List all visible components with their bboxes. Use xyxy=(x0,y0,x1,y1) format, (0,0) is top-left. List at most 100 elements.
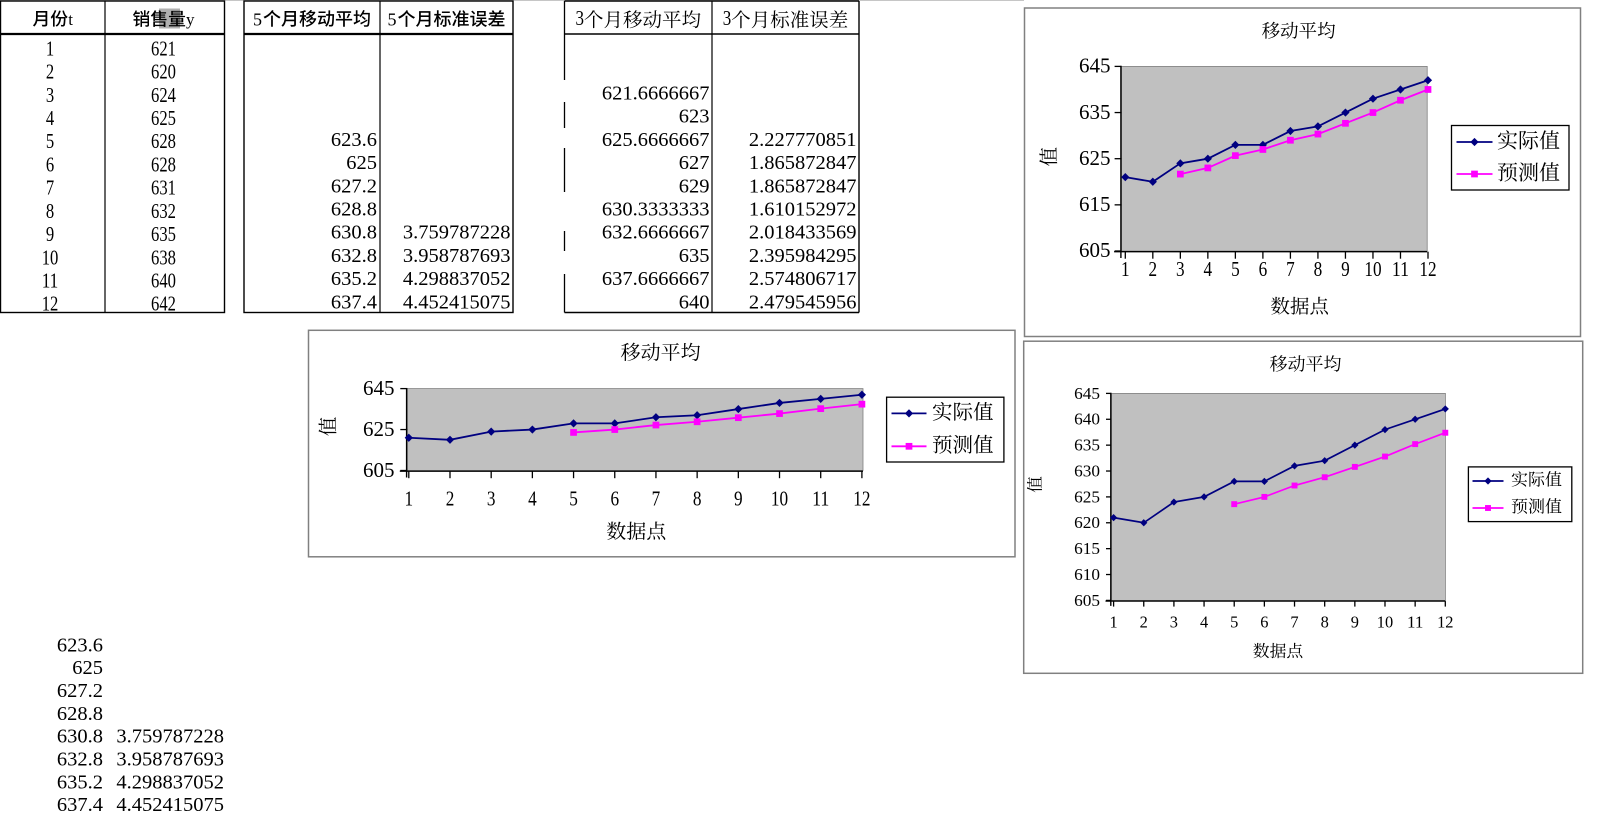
svg-text:630.8: 630.8 xyxy=(57,726,103,748)
svg-text:3: 3 xyxy=(487,487,496,511)
svg-text:635.2: 635.2 xyxy=(57,771,103,793)
svg-text:2: 2 xyxy=(446,487,455,511)
svg-text:620: 620 xyxy=(1074,513,1100,532)
svg-text:640: 640 xyxy=(151,268,176,292)
svg-text:645: 645 xyxy=(1079,54,1111,78)
svg-text:9: 9 xyxy=(46,222,54,246)
svg-text:4: 4 xyxy=(46,106,55,130)
svg-text:625: 625 xyxy=(1074,487,1100,506)
svg-text:9: 9 xyxy=(1341,257,1350,281)
svg-text:4: 4 xyxy=(1200,613,1209,632)
svg-text:635: 635 xyxy=(1074,436,1100,455)
svg-text:10: 10 xyxy=(42,245,59,269)
svg-text:3.958787693: 3.958787693 xyxy=(116,749,224,771)
svg-text:629: 629 xyxy=(679,175,710,197)
svg-text:2.479545956: 2.479545956 xyxy=(749,291,857,313)
svg-text:624: 624 xyxy=(151,83,176,107)
svg-text:3.958787693: 3.958787693 xyxy=(403,245,511,267)
svg-text:627.2: 627.2 xyxy=(57,680,103,702)
svg-text:1: 1 xyxy=(1121,257,1130,281)
svg-text:637.4: 637.4 xyxy=(57,794,103,814)
svg-text:2.395984295: 2.395984295 xyxy=(749,245,857,267)
svg-text:10: 10 xyxy=(771,487,788,511)
svg-text:1.865872847: 1.865872847 xyxy=(749,152,857,174)
svg-text:12: 12 xyxy=(1419,257,1436,281)
svg-text:3.759787228: 3.759787228 xyxy=(403,222,511,244)
svg-text:1: 1 xyxy=(1110,613,1118,632)
svg-text:11: 11 xyxy=(1392,257,1409,281)
svg-text:12: 12 xyxy=(1437,613,1453,632)
svg-text:640: 640 xyxy=(679,291,710,313)
svg-text:627: 627 xyxy=(679,152,710,174)
svg-text:5: 5 xyxy=(46,129,54,153)
svg-text:635: 635 xyxy=(1079,100,1111,124)
svg-text:635: 635 xyxy=(679,245,710,267)
svg-text:615: 615 xyxy=(1079,192,1111,216)
svg-text:9: 9 xyxy=(1351,613,1359,632)
svg-text:3.759787228: 3.759787228 xyxy=(116,726,224,748)
svg-text:5: 5 xyxy=(253,9,262,29)
svg-text:4.298837052: 4.298837052 xyxy=(116,771,224,793)
svg-text:621: 621 xyxy=(151,36,176,60)
svg-text:628: 628 xyxy=(151,152,176,176)
svg-text:637.6666667: 637.6666667 xyxy=(602,268,710,290)
svg-text:t: t xyxy=(68,10,73,29)
svg-text:2: 2 xyxy=(1149,257,1158,281)
svg-text:625: 625 xyxy=(151,106,176,130)
svg-text:615: 615 xyxy=(1074,539,1100,558)
svg-text:2.018433569: 2.018433569 xyxy=(749,222,857,244)
svg-text:8: 8 xyxy=(1321,613,1329,632)
svg-text:4.298837052: 4.298837052 xyxy=(403,268,511,290)
svg-text:620: 620 xyxy=(151,60,176,84)
svg-text:11: 11 xyxy=(812,487,829,511)
svg-text:7: 7 xyxy=(46,176,54,200)
svg-text:5: 5 xyxy=(387,9,396,29)
svg-text:645: 645 xyxy=(363,376,395,400)
svg-text:8: 8 xyxy=(46,199,54,223)
svg-text:1.865872847: 1.865872847 xyxy=(749,175,857,197)
svg-text:632.8: 632.8 xyxy=(331,245,377,267)
svg-text:640: 640 xyxy=(1074,410,1100,429)
svg-text:2.574806717: 2.574806717 xyxy=(749,268,857,290)
svg-text:605: 605 xyxy=(363,458,395,482)
svg-text:605: 605 xyxy=(1079,238,1111,262)
svg-text:1: 1 xyxy=(405,487,414,511)
svg-text:632: 632 xyxy=(151,199,176,223)
svg-text:4: 4 xyxy=(528,487,537,511)
svg-text:631: 631 xyxy=(151,176,176,200)
svg-text:642: 642 xyxy=(151,292,176,316)
svg-text:630.8: 630.8 xyxy=(331,222,377,244)
svg-text:2.227770851: 2.227770851 xyxy=(749,129,857,151)
svg-text:4.452415075: 4.452415075 xyxy=(116,794,224,814)
svg-text:638: 638 xyxy=(151,245,176,269)
svg-text:605: 605 xyxy=(1074,591,1100,610)
svg-text:11: 11 xyxy=(1407,613,1423,632)
svg-text:632.8: 632.8 xyxy=(57,749,103,771)
svg-text:6: 6 xyxy=(46,152,54,176)
svg-text:10: 10 xyxy=(1377,613,1393,632)
svg-text:645: 645 xyxy=(1074,384,1100,403)
svg-text:5: 5 xyxy=(1230,613,1238,632)
svg-text:610: 610 xyxy=(1074,565,1100,584)
svg-text:6: 6 xyxy=(1260,613,1269,632)
svg-text:3: 3 xyxy=(723,6,732,30)
svg-text:623.6: 623.6 xyxy=(331,129,377,151)
svg-text:10: 10 xyxy=(1364,257,1381,281)
svg-text:12: 12 xyxy=(853,487,870,511)
svg-text:7: 7 xyxy=(1290,613,1299,632)
svg-text:625: 625 xyxy=(1079,146,1111,170)
svg-text:3: 3 xyxy=(1176,257,1185,281)
svg-text:4: 4 xyxy=(1204,257,1213,281)
svg-text:6: 6 xyxy=(1259,257,1268,281)
svg-text:625: 625 xyxy=(363,417,395,441)
svg-text:625: 625 xyxy=(72,657,103,679)
svg-text:628: 628 xyxy=(151,129,176,153)
svg-text:12: 12 xyxy=(42,292,59,316)
svg-text:1: 1 xyxy=(46,36,54,60)
svg-text:3: 3 xyxy=(576,6,585,30)
svg-text:2: 2 xyxy=(1140,613,1148,632)
svg-text:11: 11 xyxy=(42,268,59,292)
svg-text:628.8: 628.8 xyxy=(57,703,103,725)
svg-text:632.6666667: 632.6666667 xyxy=(602,222,710,244)
svg-text:1.610152972: 1.610152972 xyxy=(749,198,857,220)
